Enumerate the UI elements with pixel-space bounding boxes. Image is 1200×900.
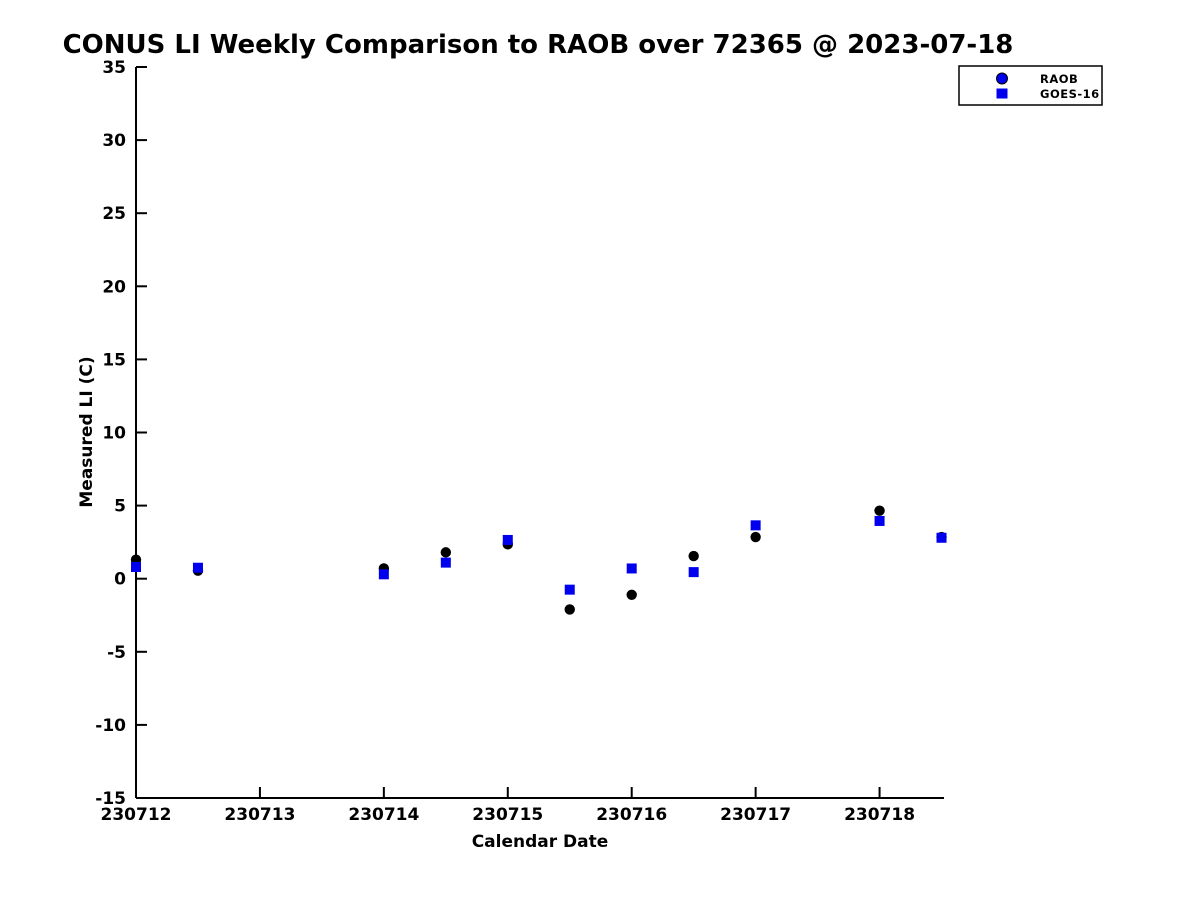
goes-16-point	[131, 562, 141, 573]
y-tick-label: 25	[102, 204, 126, 224]
legend-label-goes-16: GOES-16	[1040, 87, 1100, 101]
x-tick-label: 230715	[472, 805, 543, 825]
x-axis-label: Calendar Date	[472, 832, 609, 852]
goes-16-point	[750, 520, 761, 531]
y-tick-label: -10	[95, 716, 126, 736]
legend-box	[958, 65, 1103, 106]
y-axis-label: Measured LI (C)	[77, 356, 97, 507]
x-tick-label: 230718	[844, 805, 915, 825]
x-tick-label: 230712	[101, 805, 172, 825]
y-tick-label: 15	[102, 350, 126, 370]
y-tick-label: 10	[102, 424, 126, 444]
goes-16-point	[502, 534, 513, 545]
x-tick-label: 230716	[596, 805, 667, 825]
x-tick-label: 230714	[348, 805, 419, 825]
y-tick-label: -15	[95, 789, 126, 809]
legend-label-raob: RAOB	[1040, 72, 1078, 86]
y-tick-label: 30	[102, 131, 126, 151]
legend-goes-16-square-icon	[996, 88, 1008, 99]
x-tick-label: 230713	[224, 805, 295, 825]
y-tick-label: 35	[102, 58, 126, 78]
x-tick-label: 230717	[720, 805, 791, 825]
series-goes16	[131, 515, 947, 595]
goes-16-point	[626, 563, 637, 574]
goes-16-point	[874, 515, 885, 526]
raob-point	[688, 550, 699, 562]
y-tick-label: 0	[114, 570, 126, 590]
raob-point	[626, 589, 637, 600]
y-tick-label: 20	[102, 277, 126, 297]
raob-point	[564, 604, 575, 615]
goes-16-point	[378, 569, 389, 580]
goes-16-point	[564, 584, 575, 595]
goes-16-point	[192, 562, 203, 573]
goes-16-point	[936, 532, 947, 543]
y-tick-label: -5	[107, 643, 126, 663]
legend-raob-circle-icon	[996, 72, 1008, 85]
raob-point	[440, 547, 452, 558]
goes-16-point	[688, 567, 699, 578]
y-ticks: -15 -10 -5 0 5 10 15 20 25 30 35	[95, 58, 147, 809]
chart-title: CONUS LI Weekly Comparison to RAOB over …	[63, 30, 1014, 60]
x-ticks: 230712 230713 230714 230715 230716 230717 2307…	[101, 787, 915, 825]
y-axis: -15 -10 -5 0 5 10 15 20 25 30 35 Measured LI (C)	[77, 58, 147, 809]
x-axis: 230712 230713 230714 230715 230716 230717 2307…	[101, 787, 944, 852]
data-points-layer	[130, 505, 947, 615]
goes-16-point	[440, 557, 451, 568]
series-raob	[130, 505, 947, 615]
y-tick-label: 5	[114, 497, 126, 517]
raob-point	[750, 531, 761, 543]
raob-point	[874, 505, 885, 516]
